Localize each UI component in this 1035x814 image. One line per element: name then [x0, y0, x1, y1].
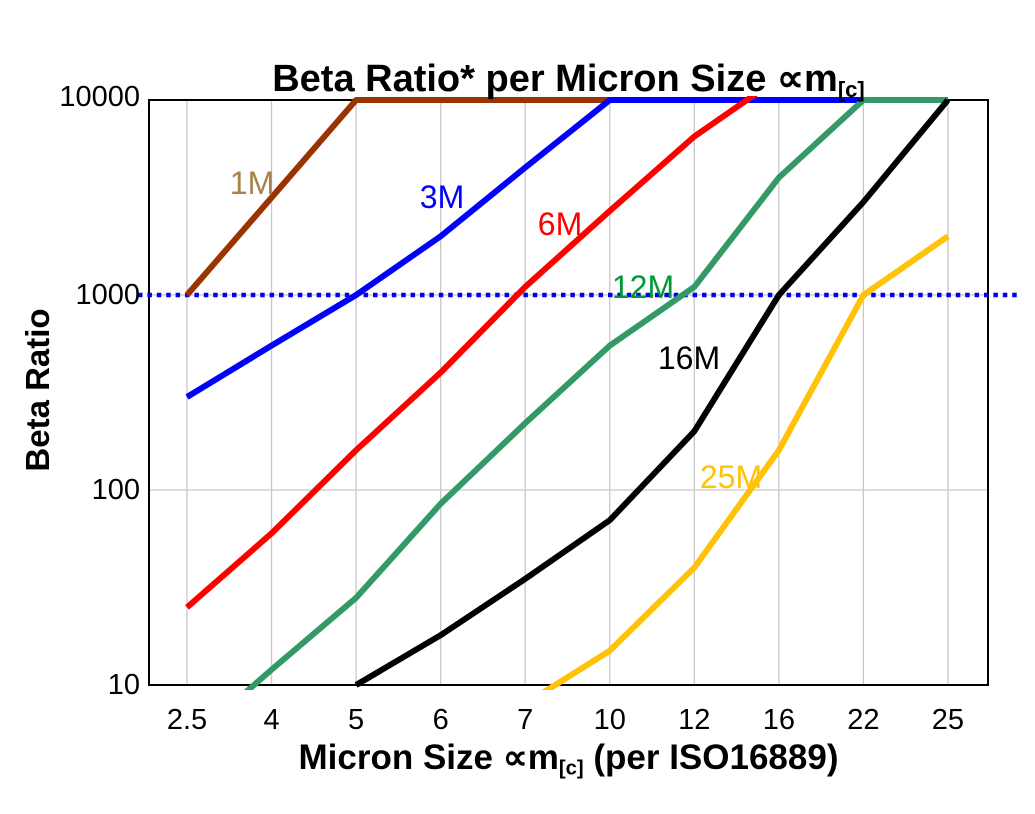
x-tick-label-16: 16	[762, 704, 795, 736]
x-tick-label-2.5: 2.5	[166, 704, 208, 736]
plot-border	[148, 99, 989, 686]
x-tick-label-12: 12	[678, 704, 711, 736]
x-tick-label-4: 4	[263, 704, 280, 736]
series-label-12M: 12M	[611, 269, 675, 305]
series-label-3M: 3M	[419, 179, 465, 215]
x-tick-label-10: 10	[593, 704, 626, 736]
chart-title-text: Beta Ratio* per Micron Size	[272, 58, 777, 100]
y-tick-label-1000: 1000	[75, 279, 140, 311]
x-tick-label-25: 25	[931, 704, 965, 736]
x-tick-label-5: 5	[348, 704, 365, 736]
series-line-12M	[243, 97, 948, 690]
series-line-6M	[185, 96, 758, 610]
series-line-16M	[354, 98, 951, 688]
chart-title: Beta Ratio* per Micron Size ∝m[c]	[149, 56, 988, 103]
x-tick-label-7: 7	[517, 704, 534, 736]
series-line-25M	[541, 233, 950, 690]
x-axis-proportional-symbol: ∝m	[502, 738, 559, 777]
y-tick-label-10000: 10000	[59, 81, 140, 113]
y-tick-label-100: 100	[91, 474, 140, 506]
x-axis-title-subscript: [c]	[558, 757, 584, 780]
y-tick-label-10: 10	[107, 669, 140, 701]
x-axis-title-text: Micron Size	[298, 738, 503, 777]
series-label-6M: 6M	[537, 206, 583, 242]
series-line-3M	[185, 97, 948, 400]
chart-title-subscript: [c]	[837, 77, 865, 103]
x-tick-label-22: 22	[847, 704, 880, 736]
x-tick-label-6: 6	[432, 704, 449, 736]
proportional-symbol: ∝m	[776, 58, 838, 100]
series-label-1M: 1M	[229, 165, 275, 201]
series-label-16M: 16M	[657, 340, 721, 376]
x-axis-title-suffix: (per ISO16889)	[583, 738, 839, 777]
x-axis-title: Micron Size ∝m[c] (per ISO16889)	[149, 738, 988, 781]
series-label-25M: 25M	[699, 459, 763, 495]
